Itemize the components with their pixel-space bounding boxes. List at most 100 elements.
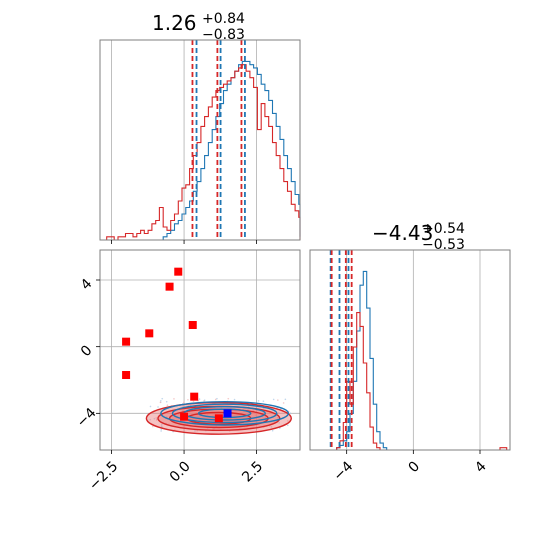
sample-dot — [160, 423, 163, 426]
panel-title: −4.43 — [372, 221, 433, 245]
sample-dot — [212, 427, 215, 430]
contour-blue-level — [197, 408, 252, 419]
sample-dot — [160, 399, 162, 402]
sample-dot — [155, 419, 158, 421]
tick-marks — [111, 240, 257, 244]
x-tick-label: −4 — [331, 458, 357, 484]
sample-dot — [271, 429, 274, 432]
histogram-panel-param1: 1.26 +0.84 −0.83 — [99, 11, 301, 244]
axes-frame — [99, 39, 301, 241]
sample-dot — [216, 397, 218, 400]
marker-points — [122, 267, 232, 423]
title-superscript: +0.84 — [202, 11, 245, 27]
x-tick-labels: −2.5 0.0 2.5 — [86, 458, 266, 493]
contour-panel: −2.5 0.0 2.5 −4 0 4 — [74, 249, 301, 494]
sample-dot — [233, 415, 236, 417]
red-square-marker — [180, 412, 189, 421]
sample-dot — [278, 422, 280, 424]
sample-dot — [173, 398, 175, 400]
sample-dot — [233, 398, 236, 401]
sample-dot — [152, 425, 154, 428]
sample-dot — [254, 414, 257, 417]
title-subscript: −0.83 — [202, 27, 245, 43]
sample-dot — [149, 418, 152, 421]
sample-dot — [166, 404, 169, 407]
axes-frame — [309, 249, 511, 451]
sample-dot — [286, 424, 289, 427]
quantile-lines — [191, 40, 246, 240]
y-tick-label: 0 — [78, 342, 96, 360]
sample-dot — [192, 400, 195, 403]
red-square-marker — [214, 414, 223, 423]
sample-dot — [153, 417, 156, 420]
sample-dot — [235, 417, 237, 420]
red-square-marker — [174, 267, 183, 276]
sample-dot — [149, 405, 152, 408]
y-tick-labels: −4 0 4 — [74, 276, 100, 431]
sample-dot — [160, 428, 163, 431]
grid — [111, 40, 257, 240]
sample-dot — [276, 417, 279, 419]
sample-dot — [284, 398, 287, 401]
sample-dot — [206, 413, 209, 416]
quantile-lines — [329, 250, 353, 450]
sample-dot — [252, 409, 254, 412]
sample-dot — [188, 411, 191, 413]
red-square-marker — [165, 282, 174, 291]
sample-dot — [211, 414, 214, 416]
sample-dot — [227, 397, 230, 400]
x-tick-label: 0.0 — [167, 458, 194, 485]
x-tick-label: 0 — [405, 458, 423, 476]
y-tick-label: 4 — [78, 276, 96, 294]
x-tick-labels: −4 0 4 — [331, 458, 490, 484]
sample-dot — [157, 406, 159, 408]
sample-dot — [213, 427, 216, 430]
x-tick-label: −2.5 — [86, 458, 121, 493]
y-tick-label: −4 — [74, 405, 100, 431]
sample-dot — [160, 430, 162, 432]
x-tick-label: 4 — [472, 458, 490, 476]
red-square-marker — [190, 392, 199, 401]
sample-dot — [277, 399, 279, 401]
red-square-marker — [122, 337, 131, 346]
sample-dot — [165, 416, 168, 418]
title-superscript: +0.54 — [422, 221, 465, 237]
title-subscript: −0.53 — [422, 237, 465, 253]
sample-dot — [278, 411, 280, 414]
sample-dot — [187, 398, 189, 401]
sample-dot — [270, 426, 273, 428]
histogram-series — [102, 60, 301, 241]
sample-dot — [199, 419, 202, 421]
panel-title: 1.26 — [152, 11, 197, 35]
tick-marks — [346, 450, 481, 454]
histogram-blue-series — [102, 60, 301, 241]
red-square-marker — [188, 321, 197, 329]
sample-dot — [198, 398, 201, 400]
sample-dot — [257, 400, 260, 402]
contour-blue-level — [171, 403, 278, 424]
blue-square-marker — [223, 409, 232, 418]
sample-dot — [155, 417, 157, 419]
sample-dot — [165, 400, 168, 403]
sample-dot — [159, 401, 162, 404]
sample-dot — [282, 402, 285, 404]
sample-dot — [195, 418, 197, 421]
histogram-red-series — [102, 64, 301, 241]
title-value: 1.26 — [152, 11, 197, 35]
histogram-panel-param2: −4 0 4 −4.43 +0.54 −0.53 — [309, 221, 511, 484]
sample-dot — [262, 400, 265, 402]
sample-dot — [272, 398, 275, 401]
sample-dot — [181, 409, 184, 412]
sample-dot — [286, 420, 289, 422]
contour-blue-level — [160, 400, 290, 426]
sample-dot — [214, 398, 217, 401]
sample-dot — [183, 401, 185, 403]
axes-frame — [99, 249, 301, 451]
sample-dot — [196, 429, 198, 432]
sample-dot — [194, 430, 196, 432]
sample-dot — [203, 400, 205, 402]
sample-dot — [289, 412, 292, 414]
sample-dot — [161, 397, 164, 400]
title-value: −4.43 — [372, 221, 433, 245]
